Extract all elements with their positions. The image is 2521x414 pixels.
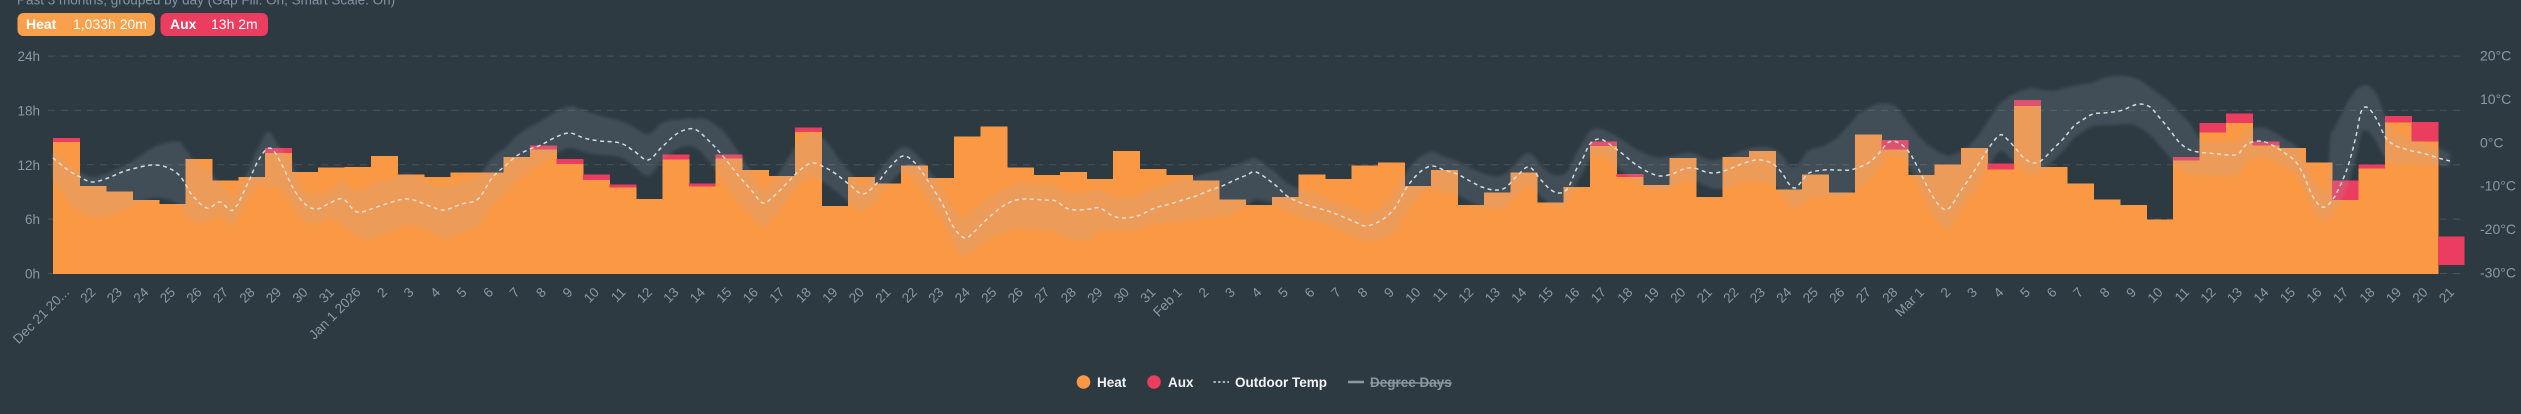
svg-text:0°C: 0°C [2480, 134, 2504, 150]
svg-text:Outdoor Temp: Outdoor Temp [1235, 375, 1327, 390]
svg-text:10°C: 10°C [2480, 91, 2511, 107]
svg-text:24h: 24h [17, 49, 40, 64]
svg-text:18h: 18h [17, 103, 40, 118]
svg-text:13h 2m: 13h 2m [211, 16, 258, 32]
svg-text:Degree Days: Degree Days [1370, 375, 1452, 390]
svg-text:1,033h 20m: 1,033h 20m [73, 16, 147, 32]
svg-text:Heat: Heat [1097, 375, 1127, 390]
svg-text:-20°C: -20°C [2480, 221, 2516, 237]
svg-text:Heat: Heat [26, 16, 57, 32]
svg-text:-30°C: -30°C [2480, 265, 2516, 281]
svg-text:20°C: 20°C [2480, 48, 2511, 64]
svg-text:Past 3 months, grouped by day: Past 3 months, grouped by day (Gap Fill:… [17, 0, 395, 8]
svg-text:12h: 12h [17, 158, 40, 173]
svg-text:Aux: Aux [170, 16, 197, 32]
svg-text:-10°C: -10°C [2480, 178, 2516, 194]
svg-text:6h: 6h [25, 212, 40, 227]
svg-text:Aux: Aux [1168, 375, 1194, 390]
svg-text:0h: 0h [25, 267, 40, 282]
